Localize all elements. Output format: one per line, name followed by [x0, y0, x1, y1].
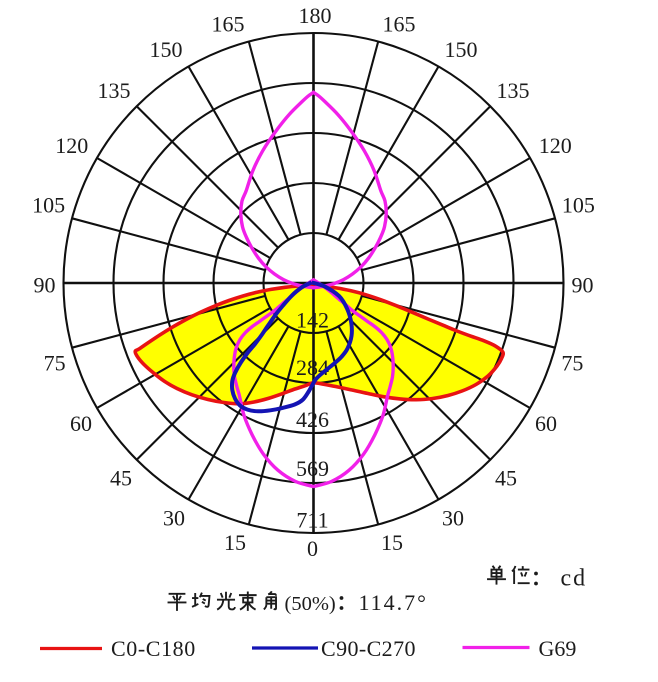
svg-text:135: 135 — [98, 78, 131, 103]
svg-text:90: 90 — [572, 273, 594, 298]
svg-text:C0-C180: C0-C180 — [111, 636, 196, 661]
svg-text:90: 90 — [34, 273, 56, 298]
svg-text:60: 60 — [535, 411, 557, 436]
svg-text:150: 150 — [445, 37, 478, 62]
svg-text:30: 30 — [163, 506, 185, 531]
svg-text:105: 105 — [562, 193, 595, 218]
svg-text:(50%): (50%) — [285, 593, 336, 615]
svg-text:120: 120 — [539, 133, 572, 158]
svg-text:45: 45 — [495, 466, 517, 491]
svg-text:15: 15 — [224, 530, 246, 555]
svg-text:0: 0 — [307, 536, 318, 561]
svg-text:30: 30 — [442, 506, 464, 531]
svg-text:284: 284 — [296, 355, 329, 380]
svg-text:cd: cd — [561, 566, 588, 592]
svg-text:150: 150 — [150, 37, 183, 62]
svg-text:120: 120 — [55, 133, 88, 158]
svg-text:165: 165 — [383, 12, 416, 37]
svg-text:180: 180 — [299, 3, 332, 28]
svg-text:142: 142 — [296, 308, 329, 333]
svg-text:135: 135 — [497, 78, 530, 103]
svg-text:105: 105 — [32, 193, 65, 218]
svg-text:75: 75 — [561, 351, 583, 376]
svg-text:426: 426 — [296, 407, 329, 432]
svg-text:711: 711 — [296, 508, 328, 533]
svg-text:45: 45 — [110, 466, 132, 491]
svg-text:165: 165 — [212, 12, 245, 37]
svg-text:75: 75 — [44, 351, 66, 376]
svg-text:569: 569 — [296, 456, 329, 481]
svg-text:G69: G69 — [539, 636, 577, 661]
svg-text:60: 60 — [70, 411, 92, 436]
svg-text:C90-C270: C90-C270 — [321, 636, 416, 661]
svg-text:114.7°: 114.7° — [359, 590, 428, 615]
svg-text:15: 15 — [381, 530, 403, 555]
